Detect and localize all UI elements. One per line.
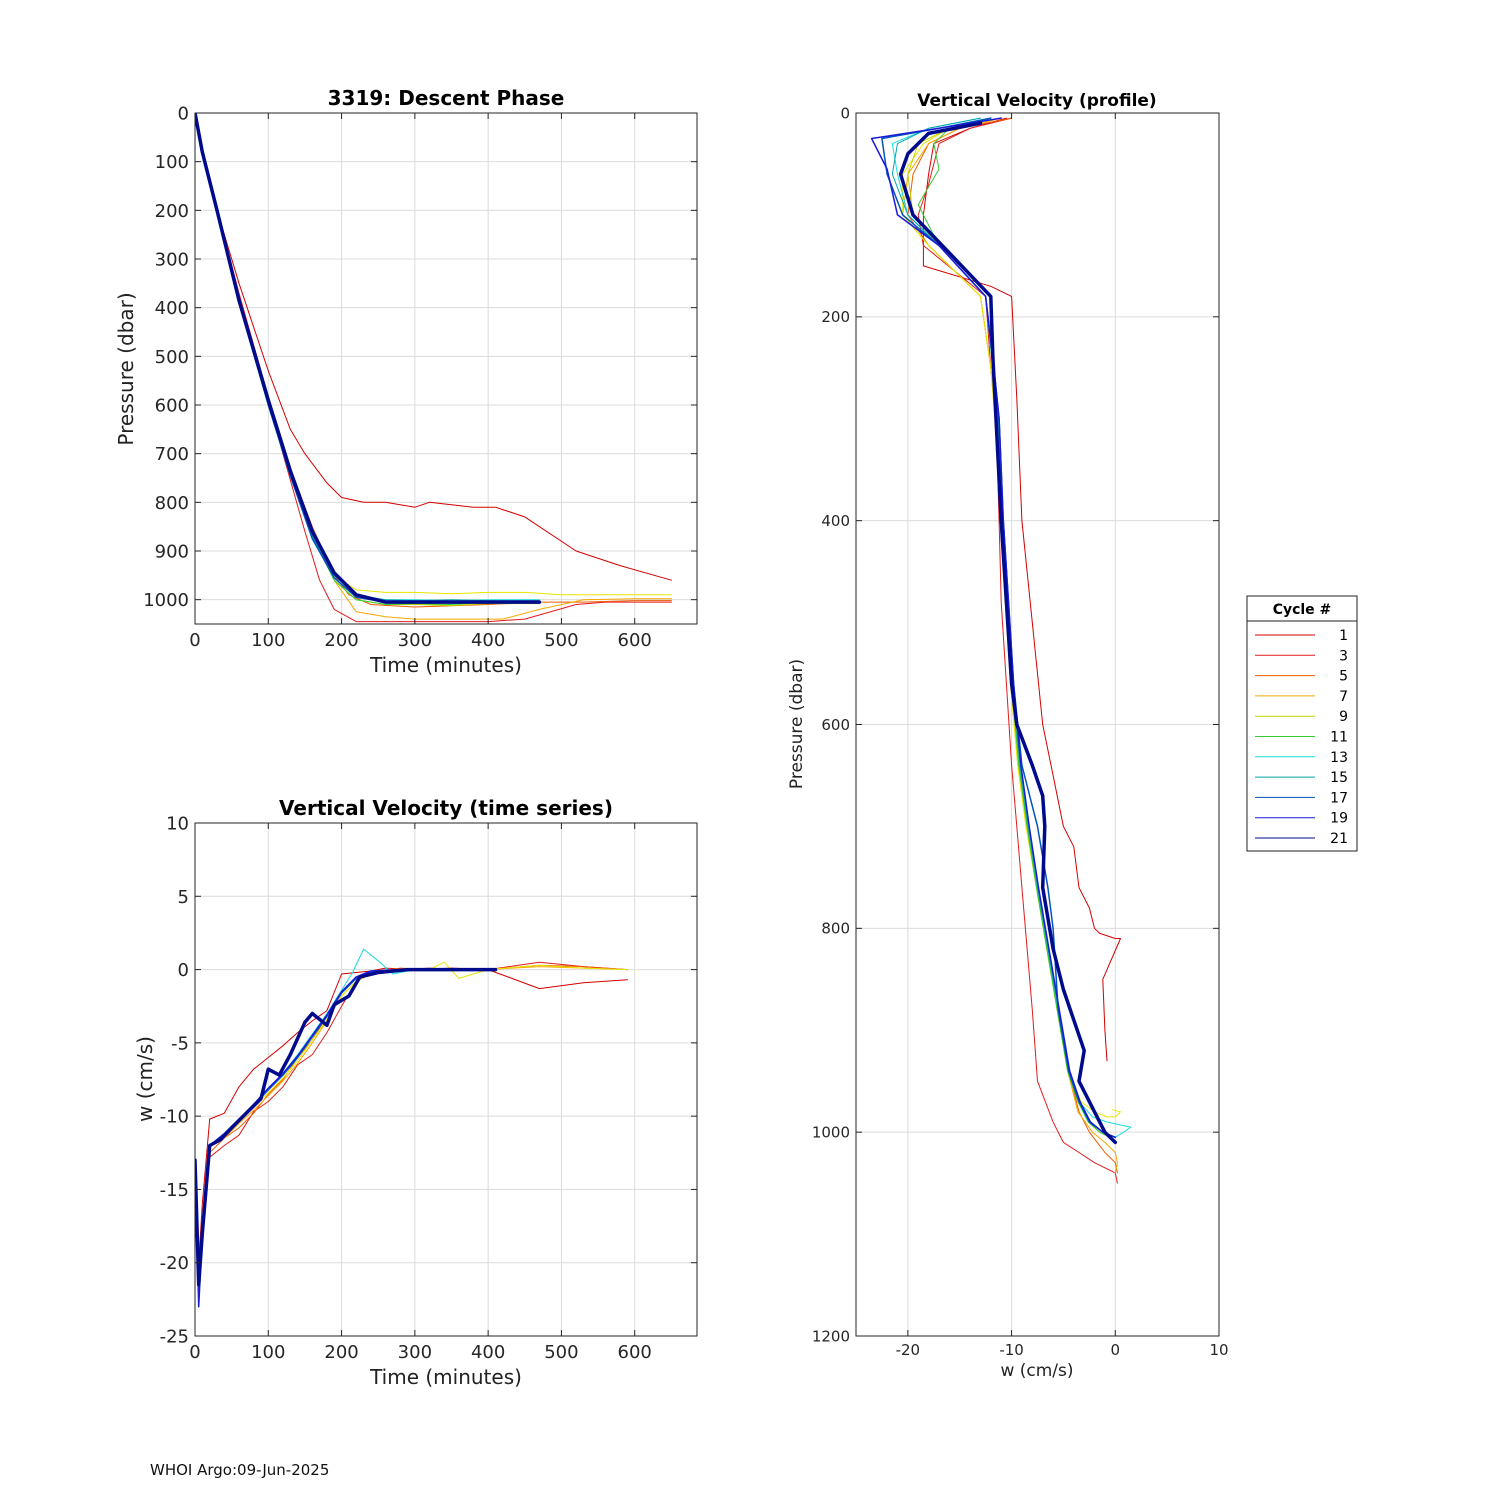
profile-x-axis-label: w (cm/s) — [1000, 1361, 1073, 1381]
timeseries-y-tick-label: 0 — [178, 960, 189, 981]
timeseries-y-tick-label: -15 — [160, 1180, 189, 1201]
legend-label: 7 — [1339, 689, 1348, 705]
legend-label: 19 — [1330, 811, 1348, 827]
legend-box — [1246, 595, 1358, 852]
descent-y-tick-label: 0 — [178, 103, 189, 124]
profile-x-tick-label: -20 — [896, 1341, 921, 1359]
descent-y-tick-label: 200 — [155, 201, 189, 222]
profile-series-line — [917, 117, 1118, 1184]
timeseries-x-tick-label: 400 — [471, 1342, 505, 1363]
timeseries-x-axis-label: Time (minutes) — [369, 1365, 522, 1389]
legend-label: 11 — [1330, 730, 1348, 746]
timeseries-x-tick-label: 500 — [544, 1342, 578, 1363]
profile-title: Vertical Velocity (profile) — [917, 91, 1156, 111]
descent-y-tick-label: 700 — [155, 444, 189, 465]
velocity-profile-panel: Vertical Velocity (profile) w (cm/s) Pre… — [787, 91, 1229, 1381]
legend-label: 13 — [1330, 750, 1348, 766]
timeseries-series-line — [195, 967, 498, 1287]
descent-phase-panel: 3319: Descent Phase Time (minutes) Press… — [114, 86, 698, 677]
descent-y-tick-label: 1000 — [143, 590, 189, 611]
timeseries-y-tick-label: 5 — [178, 887, 189, 908]
profile-y-tick-label: 1200 — [812, 1327, 850, 1345]
velocity-timeseries-panel: Vertical Velocity (time series) Time (mi… — [133, 796, 698, 1389]
legend-label: 1 — [1339, 628, 1348, 644]
descent-axes-box — [194, 112, 698, 625]
profile-y-tick-label: 800 — [821, 920, 850, 938]
descent-series-group — [195, 113, 672, 623]
legend-label: 5 — [1339, 669, 1348, 685]
descent-y-tick-label: 600 — [155, 395, 189, 416]
timeseries-x-tick-label: 600 — [618, 1342, 652, 1363]
profile-x-tick-label: 0 — [1111, 1341, 1121, 1359]
timeseries-title: Vertical Velocity (time series) — [279, 796, 613, 820]
descent-x-tick-label: 300 — [398, 630, 432, 651]
timeseries-y-tick-label: -5 — [171, 1033, 189, 1054]
descent-x-tick-label: 100 — [251, 630, 285, 651]
descent-y-tick-label: 500 — [155, 347, 189, 368]
timeseries-plot-area — [195, 823, 697, 1336]
timeseries-y-tick-label: 10 — [166, 813, 189, 834]
descent-y-tick-label: 900 — [155, 541, 189, 562]
descent-y-tick-label: 300 — [155, 249, 189, 270]
profile-series-group — [870, 117, 1132, 1184]
legend-label: 3 — [1339, 648, 1348, 664]
timeseries-x-tick-label: 200 — [324, 1342, 358, 1363]
descent-y-axis-label: Pressure (dbar) — [114, 292, 138, 445]
timeseries-x-tick-label: 100 — [251, 1342, 285, 1363]
descent-x-tick-label: 400 — [471, 630, 505, 651]
descent-y-tick-label: 800 — [155, 493, 189, 514]
timeseries-x-tick-label: 0 — [189, 1342, 200, 1363]
timeseries-axes-box — [194, 822, 698, 1337]
descent-y-tick-label: 400 — [155, 298, 189, 319]
timeseries-series-group — [195, 948, 628, 1308]
profile-y-tick-label: 200 — [821, 308, 850, 326]
legend-label: 21 — [1330, 831, 1348, 847]
profile-y-axis-label: Pressure (dbar) — [787, 659, 807, 789]
profile-series-line — [922, 117, 1121, 1062]
descent-x-axis-label: Time (minutes) — [369, 653, 522, 677]
profile-x-tick-label: 10 — [1209, 1341, 1228, 1359]
profile-series-line — [898, 121, 1118, 1145]
profile-y-tick-label: 0 — [840, 104, 850, 122]
descent-x-tick-label: 500 — [544, 630, 578, 651]
footer-credit: WHOI Argo:09-Jun-2025 — [150, 1461, 330, 1479]
descent-x-tick-label: 0 — [189, 630, 200, 651]
legend-label: 15 — [1330, 770, 1348, 786]
descent-series-line — [195, 113, 542, 604]
descent-plot-area — [195, 113, 697, 624]
profile-x-tick-label: -10 — [999, 1341, 1024, 1359]
profile-y-tick-label: 1000 — [812, 1124, 850, 1142]
descent-x-tick-label: 600 — [618, 630, 652, 651]
timeseries-y-tick-label: -25 — [160, 1326, 189, 1347]
descent-series-line — [195, 113, 672, 581]
timeseries-x-tick-label: 300 — [398, 1342, 432, 1363]
legend-label: 17 — [1330, 790, 1348, 806]
timeseries-y-axis-label: w (cm/s) — [133, 1036, 157, 1122]
profile-y-tick-label: 600 — [821, 716, 850, 734]
descent-y-tick-label: 100 — [155, 152, 189, 173]
legend-title: Cycle # — [1273, 602, 1332, 618]
timeseries-y-tick-label: -20 — [160, 1253, 189, 1274]
descent-x-tick-label: 200 — [324, 630, 358, 651]
timeseries-y-tick-label: -10 — [160, 1107, 189, 1128]
profile-y-tick-label: 400 — [821, 512, 850, 530]
legend-label: 9 — [1339, 709, 1348, 725]
descent-phase-title: 3319: Descent Phase — [328, 86, 565, 110]
profile-series-line — [870, 117, 1117, 1139]
